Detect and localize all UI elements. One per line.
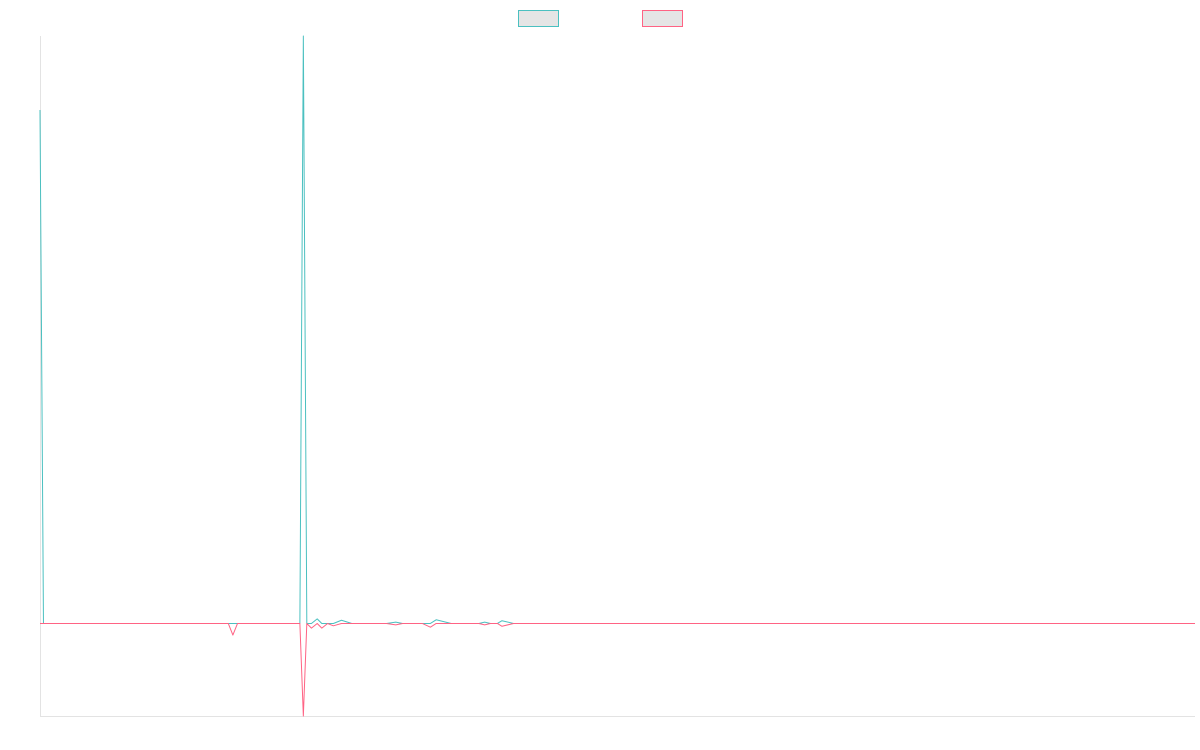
series-line-1 xyxy=(39,35,1195,624)
legend-swatch-1[interactable] xyxy=(518,10,559,27)
axes xyxy=(40,36,1195,717)
legend xyxy=(518,10,683,27)
legend-swatch-2[interactable] xyxy=(642,10,683,27)
series-group xyxy=(39,35,1195,717)
series-line-2 xyxy=(40,622,1195,717)
